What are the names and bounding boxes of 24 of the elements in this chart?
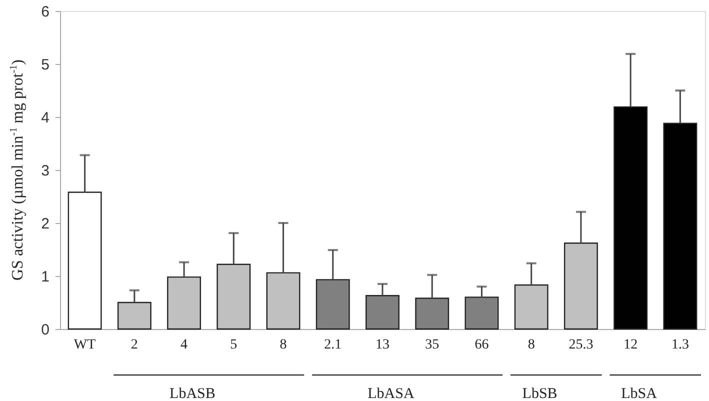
x-tick-label: 8 bbox=[280, 338, 287, 352]
x-tick-label: 35 bbox=[425, 338, 440, 352]
y-tick-label: 6 bbox=[41, 4, 50, 20]
x-tick-label: 13 bbox=[376, 338, 390, 352]
x-tick-label: 5 bbox=[230, 338, 238, 352]
x-tick-label: 25.3 bbox=[568, 338, 594, 352]
y-tick-label: 5 bbox=[41, 56, 50, 74]
y-tick-label: 2 bbox=[41, 216, 50, 232]
x-tick-label: 66 bbox=[474, 338, 489, 352]
text: LbSA bbox=[621, 386, 658, 401]
text: LbASB bbox=[170, 386, 216, 401]
y-tick-label: 4 bbox=[41, 110, 50, 126]
y-tick-label: 0 bbox=[41, 322, 50, 338]
x-tick-label: 1.3 bbox=[671, 338, 689, 352]
y-tick-label: 3 bbox=[41, 162, 50, 180]
y-tick-label: 1 bbox=[41, 268, 50, 286]
x-tick-label: 2.1 bbox=[324, 338, 342, 352]
text: LbASA bbox=[368, 386, 414, 401]
text: LbSB bbox=[522, 386, 558, 401]
x-tick-label: 12 bbox=[624, 338, 638, 352]
x-tick-label: 8 bbox=[528, 338, 535, 352]
x-tick-label: 4 bbox=[180, 338, 188, 352]
x-tick-label: WT bbox=[74, 338, 96, 352]
x-tick-label: 2 bbox=[130, 338, 138, 352]
